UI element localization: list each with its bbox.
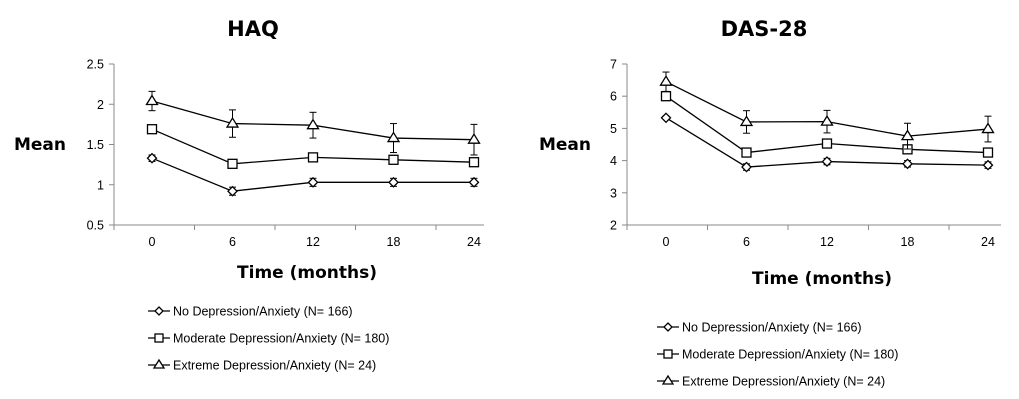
- chart-haq: HAQ 0.5 1 1.5 2 2.5 0 6 12 18 24 Time (months) Mean N…: [14, 17, 484, 373]
- data-point-triangle: [467, 132, 481, 144]
- data-point-square: [307, 152, 319, 163]
- data-point-triangle: [386, 131, 401, 143]
- legend-label: Extreme Depression/Anxiety (N= 24): [173, 359, 376, 373]
- y-tick-label: 0.5: [87, 219, 104, 233]
- y-tick-label: 2: [610, 219, 617, 233]
- x-tick-label: 12: [306, 235, 320, 249]
- x-tick-label: 6: [743, 235, 750, 249]
- chart-title: DAS-28: [721, 17, 808, 41]
- data-point-square: [660, 91, 672, 102]
- data-point-diamond: [307, 176, 319, 188]
- y-tick-label: 2: [97, 98, 104, 112]
- data-point-triangle: [900, 129, 915, 141]
- y-tick-label: 1: [97, 178, 104, 192]
- legend-label: No Depression/Anxiety (N= 166): [682, 321, 862, 335]
- data-point-diamond: [741, 161, 752, 173]
- legend-marker-triangle: [661, 374, 675, 385]
- data-point-triangle: [225, 116, 240, 128]
- series-diamond: [660, 112, 994, 173]
- series-triangle: [145, 90, 481, 156]
- legend-marker-square: [154, 333, 164, 343]
- legend-label: No Depression/Anxiety (N= 166): [173, 305, 353, 319]
- chart-das28: DAS-28 2 3 4 5 6 7 0 6 12 18 24 Time (months) Mean No …: [539, 17, 1001, 389]
- data-point-diamond: [982, 159, 994, 171]
- y-tick-label: 2.5: [87, 58, 104, 72]
- y-tick-label: 1.5: [87, 138, 104, 152]
- series-triangle: [659, 71, 995, 150]
- y-tick-label: 7: [610, 58, 617, 72]
- data-point-triangle: [306, 118, 320, 130]
- data-point-triangle: [820, 114, 834, 126]
- legend-marker-square: [663, 349, 673, 359]
- data-point-diamond: [660, 112, 672, 124]
- x-tick-label: 24: [467, 235, 481, 249]
- data-point-triangle: [739, 115, 754, 127]
- data-point-square: [227, 158, 238, 169]
- data-point-triangle: [145, 94, 159, 106]
- legend-label: Extreme Depression/Anxiety (N= 24): [682, 375, 885, 389]
- y-tick-label: 4: [610, 154, 617, 168]
- x-axis-title: Time (months): [237, 263, 377, 283]
- legend-label: Moderate Depression/Anxiety (N= 180): [173, 332, 389, 346]
- legend-marker-diamond: [154, 306, 164, 316]
- legend-marker-triangle: [152, 358, 166, 369]
- data-point-square: [146, 124, 158, 135]
- x-axis-title: Time (months): [752, 269, 892, 289]
- data-point-square: [821, 138, 833, 149]
- legend-marker-diamond: [663, 322, 673, 332]
- data-point-square: [741, 147, 752, 158]
- legend-label: Moderate Depression/Anxiety (N= 180): [682, 348, 898, 362]
- data-point-square: [468, 157, 480, 168]
- y-tick-label: 3: [610, 186, 617, 200]
- data-point-diamond: [146, 152, 158, 164]
- legend: No Depression/Anxiety (N= 166) Moderate D…: [148, 305, 389, 373]
- x-tick-label: 12: [820, 235, 834, 249]
- x-tick-label: 18: [901, 235, 915, 249]
- x-tick-label: 0: [663, 235, 670, 249]
- x-tick-label: 6: [229, 235, 236, 249]
- x-tick-label: 24: [981, 235, 995, 249]
- data-point-diamond: [388, 176, 399, 188]
- y-axis-title: Mean: [539, 135, 591, 155]
- series-diamond: [146, 152, 480, 197]
- data-point-diamond: [468, 176, 480, 188]
- data-point-square: [388, 154, 399, 165]
- x-tick-label: 18: [387, 235, 401, 249]
- data-point-diamond: [821, 156, 833, 167]
- legend: No Depression/Anxiety (N= 166) Moderate D…: [657, 321, 898, 389]
- series-square: [146, 124, 480, 169]
- data-point-diamond: [902, 158, 913, 170]
- data-point-square: [982, 147, 994, 158]
- data-point-triangle: [981, 122, 995, 134]
- y-axis-title: Mean: [14, 135, 66, 155]
- chart-title: HAQ: [227, 17, 279, 41]
- x-tick-label: 0: [149, 235, 156, 249]
- y-tick-label: 5: [610, 122, 617, 136]
- data-point-triangle: [659, 74, 673, 86]
- y-tick-label: 6: [610, 90, 617, 104]
- data-point-diamond: [227, 185, 238, 197]
